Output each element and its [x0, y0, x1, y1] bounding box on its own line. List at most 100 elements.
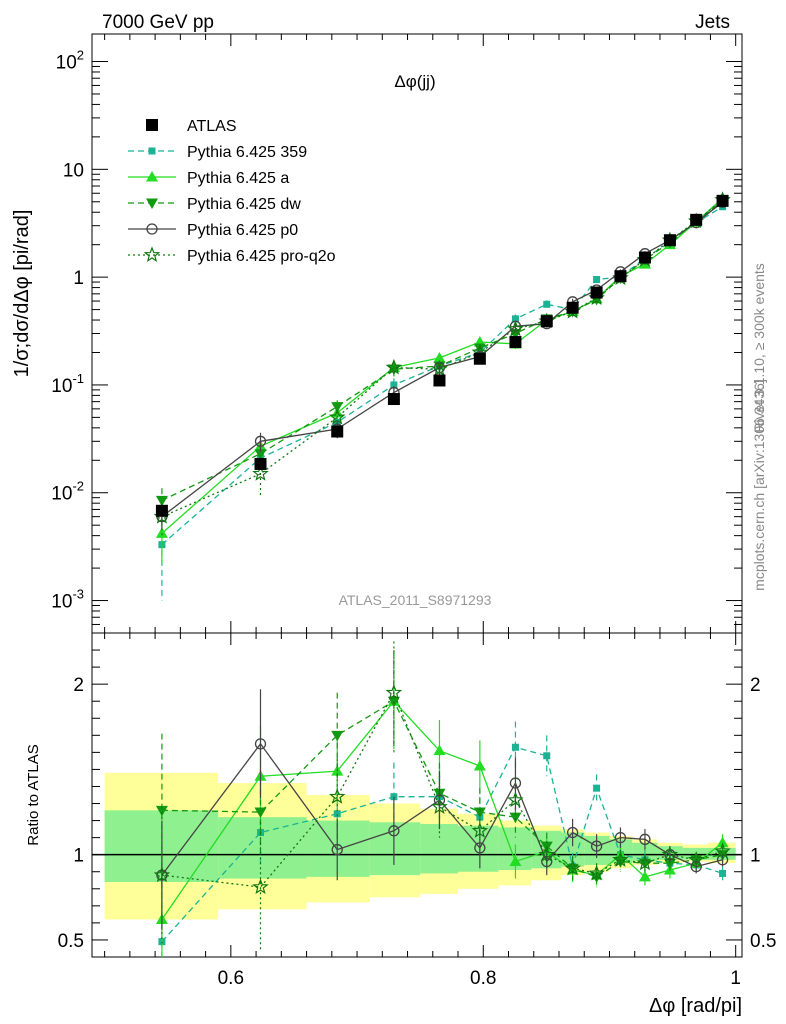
ratio-series-4: [153, 641, 731, 952]
legend: ATLAS Pythia 6.425 359 Pythia 6.425 a Pythi…: [128, 118, 336, 265]
x-tick-label: 0.6: [218, 968, 244, 989]
atlas-data: [155, 194, 729, 517]
data-point: [156, 869, 168, 881]
x-tick-label: 0.8: [470, 968, 496, 989]
data-point: [390, 381, 398, 389]
rivet-label: Rivet 3.1.10, ≥ 300k events: [751, 263, 767, 433]
data-point: [471, 822, 489, 838]
data-point: [588, 864, 605, 881]
data-point: [543, 300, 551, 308]
x-ticks: 0.6 0.8 1: [104, 34, 741, 989]
y-tick-label-main: 10-3: [51, 587, 84, 613]
data-point: [538, 846, 556, 862]
legend-marker: [146, 198, 158, 209]
data-point: [509, 812, 522, 824]
data-point: [719, 869, 727, 877]
data-point: [155, 495, 168, 507]
data-point: [687, 851, 705, 867]
data-point: [155, 527, 168, 538]
y-tick-label-ratio-right: 1: [750, 846, 761, 867]
x-axis-label: Δφ [rad/pi]: [649, 995, 742, 1017]
mcplots-label: mcplots.cern.ch [arXiv:1306.3436]: [751, 379, 767, 591]
data-point: [473, 352, 486, 365]
data-point: [661, 846, 679, 862]
y-tick-label-ratio-right: 2: [750, 675, 761, 696]
legend-marker: [146, 223, 158, 235]
data-point: [566, 301, 579, 314]
ratio-y-ticks: 0.5 0.5 1 1 2 2: [58, 632, 776, 958]
data-point: [612, 851, 629, 867]
ratio-frame: [91, 632, 743, 958]
data-point: [254, 738, 267, 750]
data-point: [543, 752, 551, 760]
data-point: [714, 842, 731, 859]
data-point: [387, 393, 400, 406]
data-point: [593, 276, 601, 284]
legend-label: Pythia 6.425 359: [187, 144, 307, 161]
chart-title: Δφ(jj): [394, 72, 435, 91]
legend-label: ATLAS: [187, 118, 237, 135]
legend-marker: [148, 147, 156, 155]
y-tick-label-main: 10-2: [51, 479, 84, 505]
data-point: [431, 798, 448, 814]
y-tick-label-ratio-right: 0.5: [750, 931, 776, 952]
data-point: [540, 315, 553, 328]
data-point: [690, 213, 703, 226]
data-point: [155, 805, 168, 817]
data-point: [153, 866, 171, 883]
data-point: [431, 360, 448, 377]
y-tick-label-main: 1: [73, 268, 84, 289]
y-tick-label-main: 10: [63, 160, 84, 181]
data-point: [252, 878, 269, 895]
data-point: [716, 836, 729, 848]
data-point: [254, 457, 267, 470]
data-point: [433, 794, 446, 806]
data-point: [388, 825, 400, 837]
data-point: [254, 449, 267, 460]
data-point: [716, 194, 729, 207]
y-tick-label-ratio-left: 1: [73, 846, 84, 867]
data-point: [385, 358, 403, 375]
data-point: [566, 826, 579, 839]
data-point: [639, 833, 651, 845]
series-line: [161, 691, 723, 888]
series-line: [161, 746, 723, 943]
data-point: [473, 760, 486, 771]
legend-label: Pythia 6.425 dw: [187, 196, 301, 213]
data-point: [254, 435, 267, 447]
data-point: [331, 730, 344, 742]
data-point: [511, 743, 519, 751]
main-panel: 10-3 10-2 10-1 1 10 102 1/σ;dσ/dΔφ [pi/rad] Δφ(…: [11, 33, 743, 634]
analysis-id: ATLAS_2011_S8971293: [339, 592, 492, 608]
data-point: [614, 270, 627, 283]
data-point: [509, 855, 522, 867]
data-point: [474, 842, 486, 854]
legend-marker: [146, 171, 158, 182]
legend-label: Pythia 6.425 p0: [187, 222, 298, 239]
y-tick-label-ratio-left: 2: [73, 675, 84, 696]
series-line: [161, 200, 723, 501]
data-point: [331, 402, 344, 413]
legend-marker: [143, 246, 161, 263]
legend-label: Pythia 6.425 a: [187, 170, 289, 187]
data-point: [638, 251, 651, 264]
x-tick-label: 1: [730, 968, 741, 989]
data-point: [254, 807, 267, 819]
data-point: [614, 831, 627, 844]
data-point: [433, 744, 446, 756]
data-point: [507, 320, 524, 337]
data-point: [473, 807, 486, 819]
band-inner-5: [458, 825, 499, 872]
main-y-ticks: 10-3 10-2 10-1 1 10 102: [51, 48, 742, 634]
band-inner-1: [218, 817, 307, 879]
data-point: [638, 870, 651, 882]
data-point: [433, 374, 446, 387]
data-point: [663, 234, 676, 247]
data-point: [590, 840, 603, 852]
data-point: [328, 408, 346, 425]
data-point: [331, 425, 344, 438]
legend-label: Pythia 6.425 pro-q2o: [187, 248, 336, 265]
header-left: 7000 GeV pp: [102, 12, 214, 33]
data-point: [385, 684, 403, 700]
y-axis-label-ratio: Ratio to ATLAS: [25, 744, 42, 845]
